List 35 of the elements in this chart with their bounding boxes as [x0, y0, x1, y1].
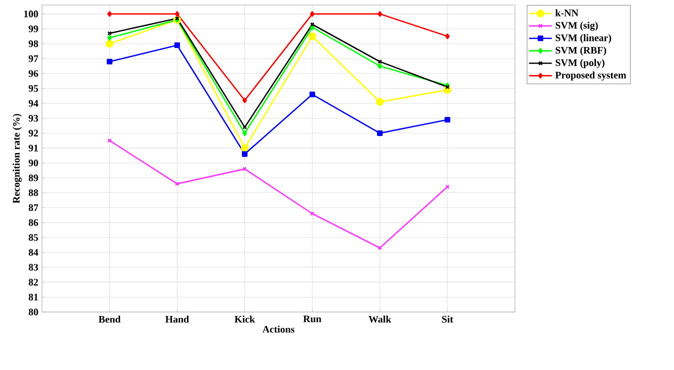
y-tick-label: 96 [28, 70, 38, 77]
x-tick-label: Walk [368, 316, 392, 323]
legend-label: SVM (RBF) [556, 46, 606, 56]
y-tick-label: 86 [28, 219, 38, 226]
x-tick-label: Hand [165, 316, 189, 323]
y-tick-label: 83 [28, 264, 38, 271]
x-tick-label: Run [303, 316, 322, 322]
y-tick-label: 93 [28, 114, 38, 122]
y-tick-label: 97 [28, 55, 38, 62]
y-axis-title: Recognition rate (%) [12, 114, 22, 204]
y-tick-label: 87 [28, 204, 38, 212]
x-tick-label: Bend [98, 316, 121, 323]
y-tick-label: 89 [28, 174, 38, 182]
y-tick-label: 90 [28, 160, 38, 166]
legend-label: SVM (poly) [556, 59, 604, 68]
y-tick-label: 100 [24, 10, 38, 18]
legend-label: Proposed system [555, 71, 626, 81]
y-tick-label: 88 [28, 189, 38, 196]
y-tick-label: 98 [28, 40, 38, 48]
x-axis-title: Actions [262, 326, 294, 333]
y-tick-label: 99 [28, 25, 38, 32]
y-tick-label: 92 [28, 130, 38, 137]
y-tick-label: 85 [28, 234, 38, 241]
legend-label: SVM (linear) [556, 34, 612, 44]
y-tick-label: 91 [28, 144, 38, 152]
legend-label: SVM (sig) [556, 22, 598, 31]
y-tick-label: 82 [28, 278, 38, 286]
y-tick-label: 80 [28, 308, 38, 316]
x-tick-label: Sit [442, 316, 454, 323]
legend-label: k-NN [555, 9, 578, 16]
y-tick-label: 81 [28, 294, 38, 300]
x-tick-label: Kick [234, 316, 255, 323]
y-tick-label: 94 [28, 100, 38, 107]
y-tick-label: 95 [28, 85, 38, 92]
y-tick-label: 84 [28, 249, 38, 256]
